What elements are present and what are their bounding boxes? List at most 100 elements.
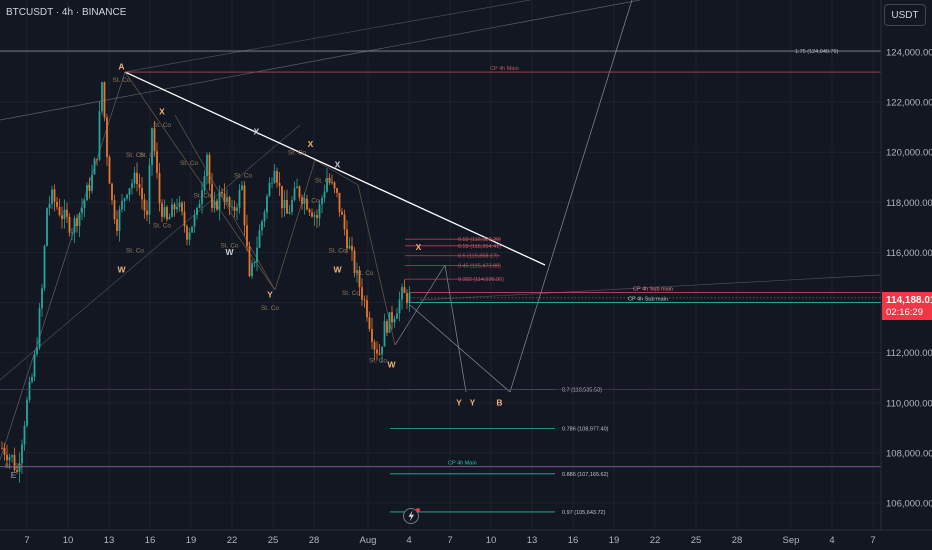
wave-label: W <box>117 264 126 274</box>
cp-level-label: CP 4h Main <box>448 461 477 467</box>
bar-countdown: 02:16:29 <box>886 307 923 318</box>
candle-body <box>46 208 48 247</box>
time-axis[interactable]: 7 10 13 16 19 22 25 28 Aug 4 7 10 13 16 19 22 25 28 Sep 4 7 <box>24 535 875 546</box>
projection-line <box>509 0 633 393</box>
candle-body <box>71 232 73 234</box>
candle-body <box>78 213 81 227</box>
st-co-annotation: St. Co <box>220 242 238 249</box>
channel-line <box>0 0 641 121</box>
price-axis[interactable]: 124,000.00 122,000.00 120,000.00 118,000.00… <box>886 48 932 510</box>
wave-label: B <box>496 397 502 407</box>
candle-body <box>358 270 361 288</box>
candle-body <box>326 177 328 192</box>
candle-body <box>86 185 88 201</box>
candle-body <box>138 183 141 188</box>
grid <box>0 0 881 530</box>
candle-body <box>286 199 288 214</box>
fib-level-label: 0.97 (105,643.72) <box>562 510 606 516</box>
st-co-annotation: St. Co <box>153 122 171 129</box>
st-co-annotation: St. Co <box>315 177 333 184</box>
candle-body <box>331 182 333 184</box>
candle-body <box>368 317 371 329</box>
wave-label: X <box>416 242 422 252</box>
st-co-annotation: St. Co <box>4 463 22 470</box>
x-tick-label: 19 <box>186 535 197 546</box>
candle-body <box>186 226 188 240</box>
candle-body <box>361 287 363 300</box>
st-co-annotation: St. Co <box>153 222 171 229</box>
candle-body <box>36 347 38 355</box>
candle-body <box>346 229 348 249</box>
candle-body <box>116 219 118 231</box>
candle-body <box>303 198 306 204</box>
lightning-icon[interactable] <box>403 508 421 524</box>
candle-body <box>176 207 178 210</box>
candle-body <box>156 151 158 173</box>
candle-body <box>251 263 253 277</box>
candle-body <box>373 342 376 350</box>
fib-level-label: 0.45 (115,473.88) <box>458 264 501 270</box>
projection-line <box>444 264 467 393</box>
candle-body <box>246 225 248 247</box>
candle-body <box>16 470 18 472</box>
candle-body <box>336 188 338 193</box>
fib-level-label: 0.59 (116,264.41) <box>458 244 501 250</box>
x-tick-label: 7 <box>24 535 29 546</box>
candle-body <box>271 182 273 184</box>
x-tick-label: 7 <box>870 535 875 546</box>
x-tick-label: 28 <box>309 535 320 546</box>
candle-body <box>28 381 31 400</box>
wave-label: E <box>11 470 17 480</box>
candle-body <box>276 170 278 183</box>
candle-body <box>291 200 293 212</box>
candle-body <box>198 204 201 208</box>
candle-body <box>163 207 166 217</box>
wave-label: W <box>333 264 342 274</box>
candle-body <box>203 176 206 191</box>
candle-body <box>11 455 13 457</box>
candle-body <box>313 215 316 217</box>
st-co-annotation: St. Co <box>288 150 306 157</box>
candle-body <box>381 346 383 355</box>
candle-body <box>153 128 156 152</box>
x-tick-label: 10 <box>63 535 74 546</box>
st-co-annotation: St. Co <box>301 197 319 204</box>
candles <box>1 81 411 483</box>
candle-body <box>403 287 406 293</box>
candle-body <box>256 247 258 262</box>
candle-body <box>356 270 358 273</box>
candle-body <box>393 318 396 323</box>
candle-body <box>38 308 41 348</box>
wave-label: Y <box>456 397 462 407</box>
x-tick-label: 10 <box>486 535 497 546</box>
x-tick-label: 25 <box>268 535 279 546</box>
candle-body <box>141 187 143 200</box>
candle-body <box>88 185 91 191</box>
wave-label: X <box>308 139 314 149</box>
candle-body <box>196 207 198 216</box>
st-co-annotation: St. Co <box>355 270 373 277</box>
candle-body <box>93 158 96 175</box>
candle-body <box>348 245 351 249</box>
chart-title[interactable]: BTCUSDT · 4h · BINANCE <box>6 7 127 18</box>
candle-body <box>211 183 213 209</box>
candle-body <box>236 207 238 211</box>
candle-body <box>398 299 401 314</box>
candle-body <box>43 246 46 289</box>
x-tick-label: Aug <box>360 535 377 546</box>
fib-level-label: 0.886 (107,165.62) <box>562 472 609 478</box>
candle-body <box>301 197 303 204</box>
st-co-annotation: St. Co <box>112 77 130 84</box>
candle-body <box>113 200 116 220</box>
candle-body <box>308 209 311 213</box>
fib-level-label: 0.7 (110,535.53) <box>562 387 602 393</box>
currency-button[interactable]: USDT <box>884 4 926 26</box>
x-tick-label: 4 <box>406 535 411 546</box>
candle-body <box>76 218 78 227</box>
trendline-main <box>124 71 546 266</box>
candle-body <box>306 198 308 210</box>
candle-body <box>238 189 241 208</box>
